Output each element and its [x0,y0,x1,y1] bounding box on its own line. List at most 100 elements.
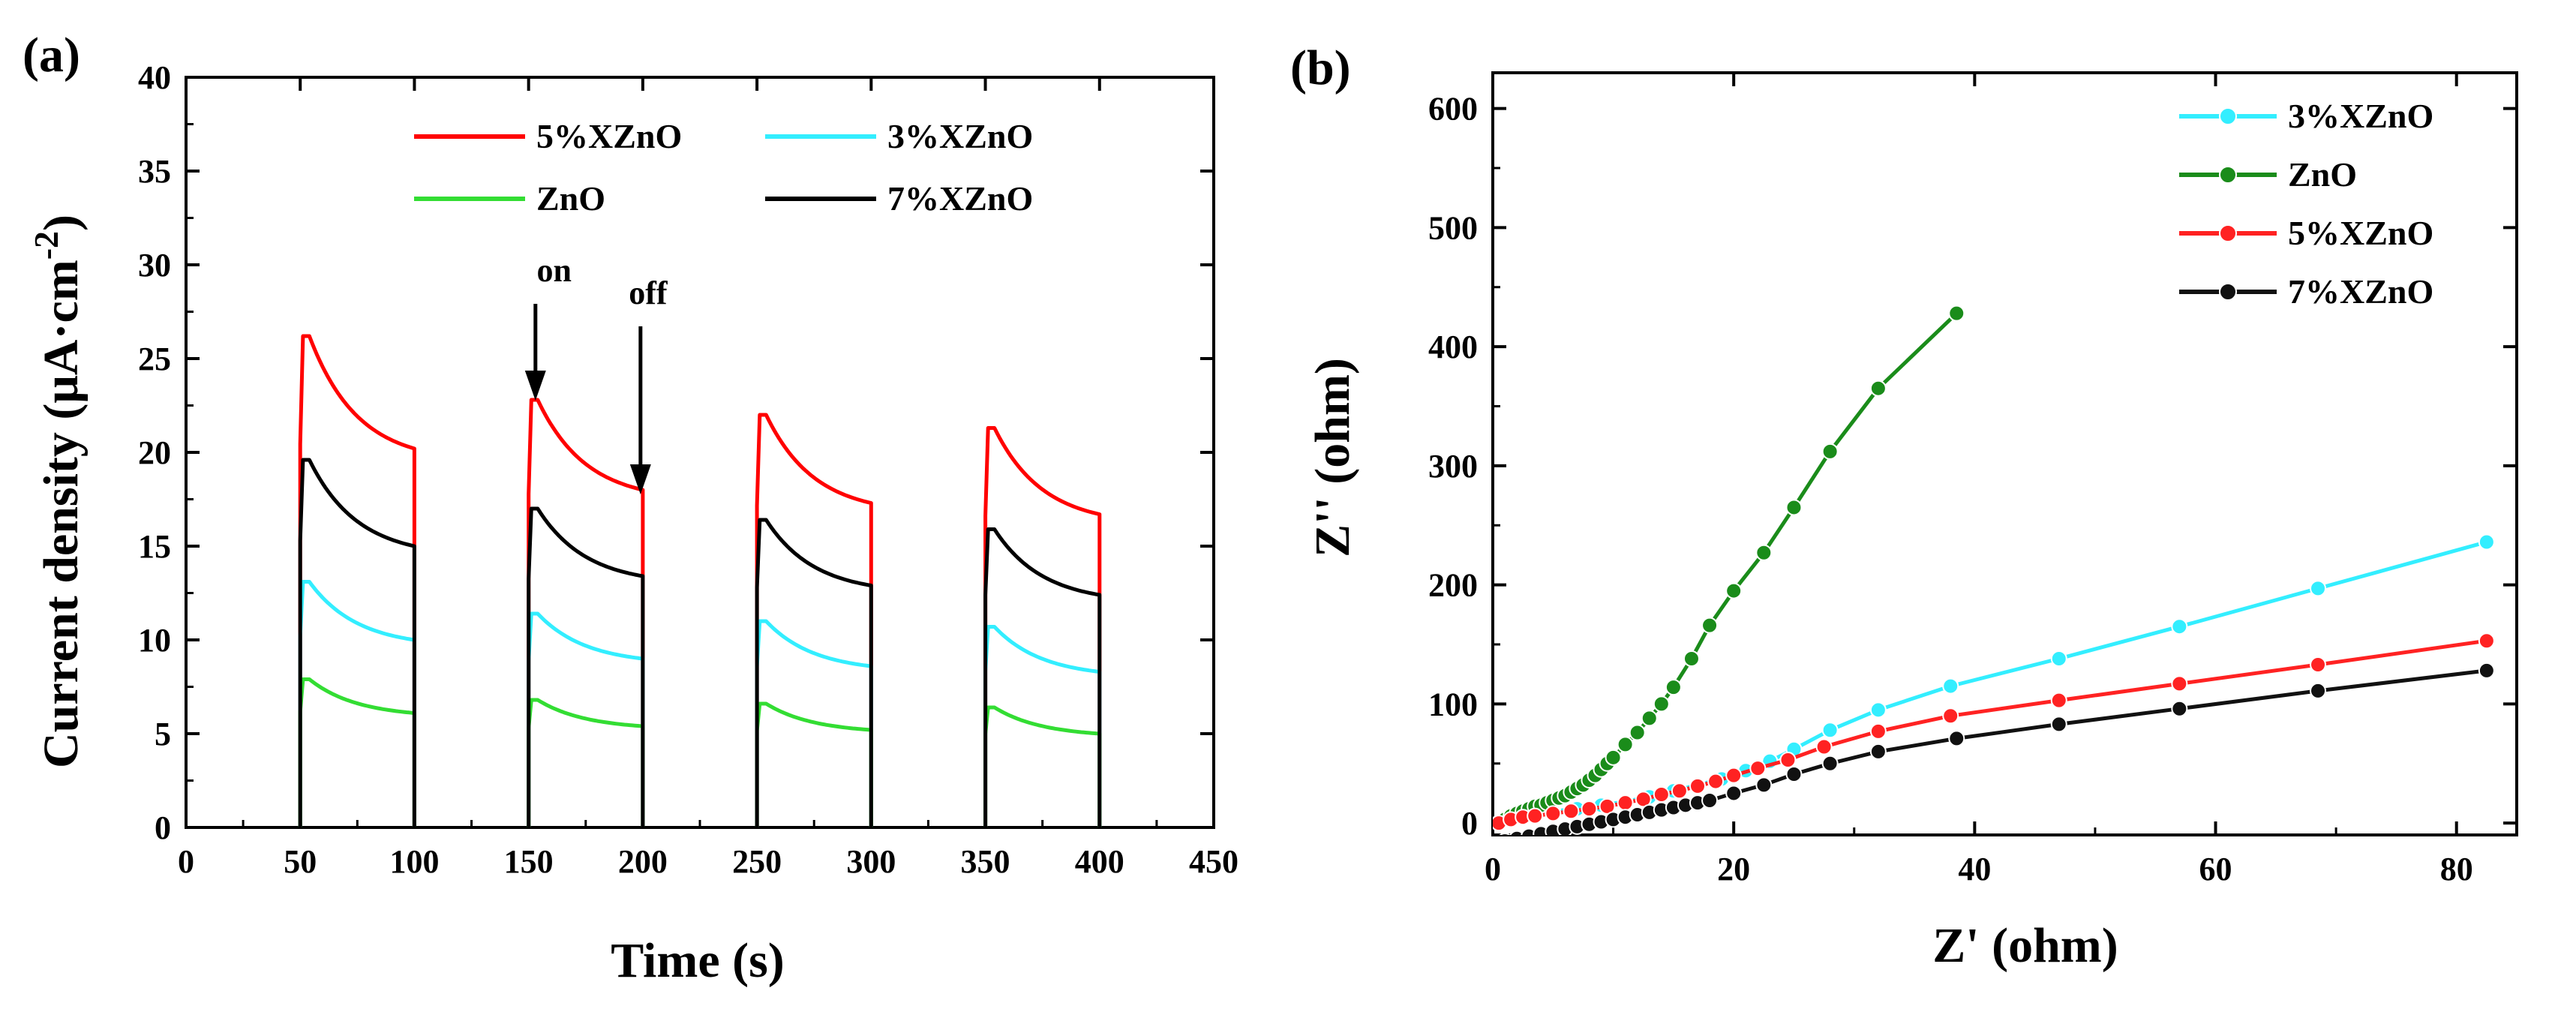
data-point-3%XZnO [2171,618,2188,635]
data-point-5%XZnO [1545,805,1562,822]
data-point-5%XZnO [2478,632,2495,650]
data-point-3%XZnO [2478,533,2495,551]
series-line-5%XZnO [527,398,645,827]
data-point-5%XZnO [2050,692,2067,709]
data-point-5%XZnO [1617,794,1634,812]
legend-b: 3%XZnO ZnO 5%XZnO 7%XZnO [2179,97,2433,311]
legend-label-7%XZnO: 7%XZnO [2288,272,2433,311]
data-point-7%XZnO [2050,716,2067,733]
x-tick-label-a: 450 [1189,843,1238,880]
legend-label-3%XZnO: 3%XZnO [2288,97,2433,135]
data-point-5%XZnO [1563,803,1580,820]
data-point-ZnO [1629,724,1646,741]
data-point-3%XZnO [1869,701,1887,719]
series-line-7%XZnO [755,518,873,827]
y-tick-label-a: 40 [138,59,171,96]
y-tick-label-a: 10 [138,622,171,659]
y-tick-label-b: 200 [1428,567,1478,604]
series-line-7%XZnO [983,527,1102,827]
x-tick-label-a: 400 [1075,843,1124,880]
y-tick-label-a: 30 [138,247,171,284]
legend-label-7%XZnO: 7%XZnO [887,179,1033,218]
data-point-7%XZnO [1869,743,1887,760]
x-tick-label-a: 300 [846,843,896,880]
data-point-5%XZnO [1942,707,1959,725]
series-line-ZnO [1497,311,1959,825]
data-point-ZnO [1665,679,1682,696]
series-line-ZnO [755,701,873,827]
data-point-3%XZnO [1942,677,1959,695]
y-tick-label-a: 15 [138,528,171,565]
plot-frame-b [1491,71,2518,836]
annotation-off: off [629,275,668,311]
data-point-5%XZnO [1815,738,1833,755]
series-line-ZnO [983,705,1102,827]
series-line-3%XZnO [527,611,645,827]
data-point-ZnO [1869,380,1887,397]
legend-label-5%XZnO: 5%XZnO [2288,214,2433,252]
data-point-ZnO [1641,710,1658,727]
arrow-head-off [629,464,651,494]
data-point-ZnO [1755,544,1773,561]
chart-panel-a: (a) 0 50 100 150 200 250 300 350 400 450 0 5 10 15 20 2… [23,28,1238,988]
y-axis-title-a-text: Current density (μA·cm [34,260,89,768]
series-line-5%XZnO [755,413,873,827]
legend-label-ZnO: ZnO [536,179,605,218]
data-point-5%XZnO [1653,786,1670,803]
x-tick-label-a: 0 [178,843,194,880]
y-tick-label-a: 25 [138,341,171,377]
y-tick-label-b: 100 [1428,686,1478,722]
series-line-3%XZnO [298,580,416,827]
annotation-on: on [537,252,572,289]
series-line-7%XZnO [527,506,645,827]
series-line-3%XZnO [983,625,1102,827]
plot-area-a: 0 50 100 150 200 250 300 350 400 450 0 5 10 15 20 25 30 3… [138,59,1238,880]
x-tick-label-b: 80 [2440,851,2473,887]
data-point-5%XZnO [1527,807,1544,824]
data-point-ZnO [1948,305,1965,322]
y-tick-label-b: 0 [1461,805,1478,842]
data-point-5%XZnO [1749,760,1767,777]
data-point-7%XZnO [2478,662,2495,679]
data-point-7%XZnO [2310,682,2327,699]
plot-area-b: 0 20 40 60 80 0 100 200 300 400 500 600 [1428,71,2518,887]
x-tick-label-a: 350 [961,843,1010,880]
y-tick-label-b: 500 [1428,209,1478,246]
x-axis-title-b: Z' (ohm) [1932,918,2118,973]
data-point-5%XZnO [1671,782,1688,800]
data-point-7%XZnO [1701,791,1719,809]
data-point-ZnO [1617,736,1634,753]
data-point-ZnO [1785,499,1803,516]
y-tick-label-a: 0 [155,809,171,846]
y-axis-title-a-close: ) [34,215,89,231]
x-tick-label-b: 60 [2199,851,2232,887]
y-axis-title-b: Z'' (ohm) [1305,358,1360,557]
legend-label-5%XZnO: 5%XZnO [536,117,682,155]
data-point-5%XZnO [1707,773,1725,790]
series-line-3%XZnO [1498,540,2487,825]
data-point-7%XZnO [1509,830,1525,835]
data-point-7%XZnO [1499,832,1511,835]
data-point-ZnO [1605,749,1622,766]
series-line-ZnO [298,677,416,827]
data-point-7%XZnO [1785,766,1803,783]
legend-marker-5%XZnO [2219,224,2237,242]
legend-marker-7%XZnO [2219,283,2237,301]
x-tick-label-b: 40 [1958,851,1991,887]
data-point-5%XZnO [1869,722,1887,740]
panel-label-a: (a) [23,28,80,83]
x-tick-label-a: 100 [389,843,439,880]
data-point-ZnO [1683,650,1700,668]
data-point-ZnO [1725,582,1743,599]
series-line-7%XZnO [298,458,416,827]
chart-panel-b: (b) 0 20 40 60 80 0 100 200 300 400 500 600 3%XZnO Z… [1290,41,2518,973]
data-point-5%XZnO [1581,800,1598,818]
data-point-5%XZnO [2171,675,2188,692]
y-axis-title-a-sup: -2 [27,231,65,260]
data-point-7%XZnO [2171,700,2188,717]
plot-frame-a [185,76,1215,829]
series-line-5%XZnO [983,426,1102,827]
arrow-head-on [524,371,546,401]
y-tick-label-b: 300 [1428,448,1478,485]
